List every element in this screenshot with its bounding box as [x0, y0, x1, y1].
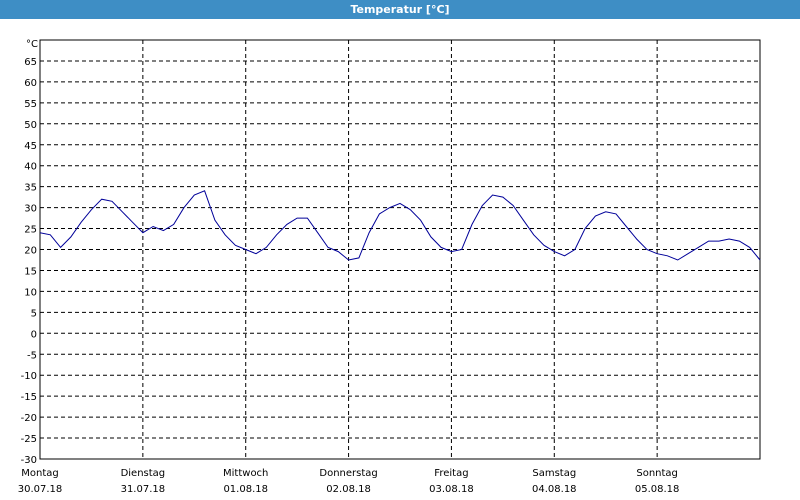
y-tick-label: 35	[24, 183, 37, 194]
y-tick-label: 40	[24, 162, 37, 173]
x-tick-date-label: 05.08.18	[635, 484, 680, 495]
y-tick-label: -30	[21, 455, 37, 466]
y-tick-label: 45	[24, 141, 37, 152]
x-tick-day-label: Mittwoch	[223, 468, 268, 479]
y-tick-label: 65	[24, 57, 37, 68]
x-tick-date-label: 02.08.18	[326, 484, 371, 495]
y-tick-label: 30	[24, 204, 37, 215]
x-tick-date-label: 01.08.18	[223, 484, 268, 495]
x-tick-date-label: 30.07.18	[18, 484, 63, 495]
x-tick-day-label: Samstag	[532, 468, 576, 479]
x-tick-date-label: 03.08.18	[429, 484, 474, 495]
window-title: Temperatur [°C]	[0, 0, 800, 19]
x-tick-day-label: Donnerstag	[319, 468, 377, 479]
y-tick-label: 50	[24, 120, 37, 131]
y-tick-label: 60	[24, 78, 37, 89]
y-tick-label: 10	[24, 287, 37, 298]
y-tick-label: 25	[24, 225, 37, 236]
y-tick-label: -5	[27, 350, 37, 361]
x-tick-day-label: Dienstag	[121, 468, 166, 479]
y-tick-label: -20	[21, 413, 37, 424]
y-tick-label: -25	[21, 434, 37, 445]
x-tick-date-label: 04.08.18	[532, 484, 577, 495]
x-tick-day-label: Montag	[21, 468, 58, 479]
y-tick-label: 55	[24, 99, 37, 110]
x-tick-date-label: 31.07.18	[121, 484, 166, 495]
y-tick-label: 5	[31, 308, 37, 319]
y-tick-label: -10	[21, 371, 37, 382]
temperature-series-line	[39, 190, 761, 261]
x-tick-day-label: Freitag	[434, 468, 468, 479]
x-tick-day-label: Sonntag	[636, 468, 678, 479]
y-tick-label: 20	[24, 246, 37, 257]
y-tick-label: 0	[31, 329, 37, 340]
y-tick-label: -15	[21, 392, 37, 403]
temperature-chart: 65605550454035302520151050-5-10-15-20-25…	[18, 39, 761, 495]
y-tick-label: 15	[24, 266, 37, 277]
y-axis-unit-label: °C	[26, 39, 38, 50]
